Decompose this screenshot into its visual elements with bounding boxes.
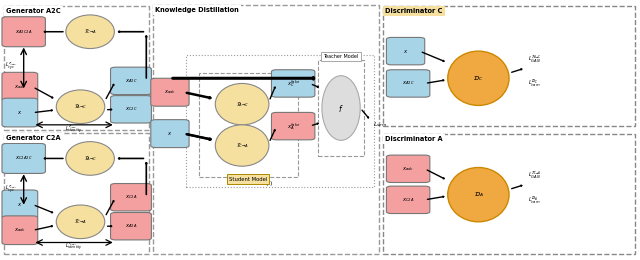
Text: $x_{C2A}$: $x_{C2A}$ (402, 196, 414, 204)
FancyBboxPatch shape (111, 67, 152, 95)
Text: $L_{identity}^{\mathcal{T}_{C\!\rightarrow\! A}}$: $L_{identity}^{\mathcal{T}_{C\!\rightarr… (65, 241, 83, 253)
Ellipse shape (66, 15, 115, 49)
Text: $x_{adv}$: $x_{adv}$ (14, 226, 26, 234)
Text: $L_{cam}^{\mathcal{D}_C}$: $L_{cam}^{\mathcal{D}_C}$ (527, 78, 540, 89)
Text: $L_{identity}^{\mathcal{T}_{A\!\rightarrow\! C}}$: $L_{identity}^{\mathcal{T}_{A\!\rightarr… (65, 124, 83, 136)
FancyBboxPatch shape (271, 112, 315, 140)
Text: $L_{GAN}^{\mathcal{T}_{C\!\rightarrow\! A}}$: $L_{GAN}^{\mathcal{T}_{C\!\rightarrow\! … (527, 170, 541, 181)
Text: $x$: $x$ (167, 130, 173, 137)
FancyBboxPatch shape (2, 144, 45, 173)
Text: $L_{cyc}^{\mathcal{T}_{C\!\rightarrow\! A}}$: $L_{cyc}^{\mathcal{T}_{C\!\rightarrow\! … (5, 184, 17, 195)
Text: $\mathcal{D}_A$: $\mathcal{D}_A$ (474, 190, 483, 199)
Text: Teacher Model: Teacher Model (323, 54, 358, 59)
Text: $x_{adv}$: $x_{adv}$ (14, 83, 26, 91)
Text: $\mathcal{T}_{A\!\rightarrow\! C}$: $\mathcal{T}_{A\!\rightarrow\! C}$ (74, 102, 87, 111)
Text: $x_{A2C2A}$: $x_{A2C2A}$ (15, 28, 33, 36)
Bar (153, 5, 379, 254)
Text: $\mathcal{T}_{C\!\rightarrow\! A}$: $\mathcal{T}_{C\!\rightarrow\! A}$ (74, 217, 87, 226)
FancyBboxPatch shape (2, 17, 45, 47)
FancyBboxPatch shape (271, 70, 315, 97)
Text: $L_{sem}$: $L_{sem}$ (373, 120, 387, 129)
Ellipse shape (56, 205, 105, 239)
Text: $L_{cam}^{\mathcal{D}_A}$: $L_{cam}^{\mathcal{D}_A}$ (527, 196, 540, 206)
FancyBboxPatch shape (151, 78, 189, 106)
Text: $x_{A2C}$: $x_{A2C}$ (125, 77, 138, 85)
FancyBboxPatch shape (2, 72, 38, 101)
FancyBboxPatch shape (387, 37, 425, 65)
Bar (4, 6, 150, 130)
Text: Student Model: Student Model (228, 177, 267, 181)
FancyBboxPatch shape (2, 216, 38, 245)
Ellipse shape (448, 51, 509, 106)
Text: $x$: $x$ (403, 48, 408, 55)
FancyBboxPatch shape (111, 184, 152, 211)
Text: $\mathcal{T}_{A\!\rightarrow\! C}$: $\mathcal{T}_{A\!\rightarrow\! C}$ (83, 154, 97, 163)
Text: Discriminator A: Discriminator A (385, 136, 443, 142)
Text: $f$: $f$ (339, 102, 344, 114)
Text: $x_{C2A}$: $x_{C2A}$ (125, 193, 137, 201)
FancyBboxPatch shape (387, 70, 430, 97)
Ellipse shape (215, 125, 269, 166)
FancyBboxPatch shape (2, 190, 38, 219)
Bar (4, 133, 150, 254)
Ellipse shape (66, 142, 115, 175)
Ellipse shape (215, 83, 269, 125)
Text: $\mathcal{T}_{C\!\rightarrow\! A}$: $\mathcal{T}_{C\!\rightarrow\! A}$ (84, 27, 97, 36)
Text: Generator A2C: Generator A2C (6, 8, 61, 14)
Bar (383, 134, 636, 254)
Text: Discriminator C: Discriminator C (385, 8, 442, 14)
Ellipse shape (322, 76, 360, 140)
Text: $\mathcal{T}_{C\!\rightarrow\! A}$: $\mathcal{T}_{C\!\rightarrow\! A}$ (236, 141, 248, 150)
Text: $x_{A2A}$: $x_{A2A}$ (125, 222, 137, 230)
FancyBboxPatch shape (387, 186, 430, 213)
Text: $\mathcal{T}_{A\!\rightarrow\! C}$: $\mathcal{T}_{A\!\rightarrow\! C}$ (236, 100, 249, 109)
Text: $x$: $x$ (17, 109, 22, 116)
Text: $L_{cyc}^{\mathcal{T}_{A\!\rightarrow\! C}}$: $L_{cyc}^{\mathcal{T}_{A\!\rightarrow\! … (5, 61, 17, 73)
FancyBboxPatch shape (387, 155, 430, 183)
Text: Knowledge Distillation: Knowledge Distillation (156, 7, 239, 13)
Ellipse shape (56, 90, 105, 124)
Text: $x_A^{fake}$: $x_A^{fake}$ (287, 121, 300, 132)
Text: $x_{C2C}$: $x_{C2C}$ (125, 105, 138, 113)
Text: $\nabla f(\cdot)$: $\nabla f(\cdot)$ (259, 178, 273, 188)
Text: $x_{A2C}$: $x_{A2C}$ (402, 80, 415, 87)
Text: Generator C2A: Generator C2A (6, 135, 61, 141)
Bar (186, 55, 374, 187)
Text: $x_C^{fake}$: $x_C^{fake}$ (287, 78, 300, 89)
Text: $L_{GAN}^{\mathcal{T}_{A\!\rightarrow\! C}}$: $L_{GAN}^{\mathcal{T}_{A\!\rightarrow\! … (527, 53, 541, 64)
Text: $x$: $x$ (17, 201, 22, 208)
Text: $x_{adv}$: $x_{adv}$ (402, 165, 414, 173)
Text: $x_{C2A2C}$: $x_{C2A2C}$ (15, 154, 33, 162)
Ellipse shape (448, 167, 509, 222)
Text: $\mathcal{D}_C$: $\mathcal{D}_C$ (474, 74, 483, 83)
FancyBboxPatch shape (2, 98, 38, 127)
FancyBboxPatch shape (111, 96, 152, 123)
Bar (383, 6, 636, 126)
Bar (198, 73, 298, 177)
FancyBboxPatch shape (151, 120, 189, 148)
Bar (318, 60, 364, 156)
FancyBboxPatch shape (111, 212, 152, 240)
Text: $x_{adv}$: $x_{adv}$ (164, 88, 176, 96)
